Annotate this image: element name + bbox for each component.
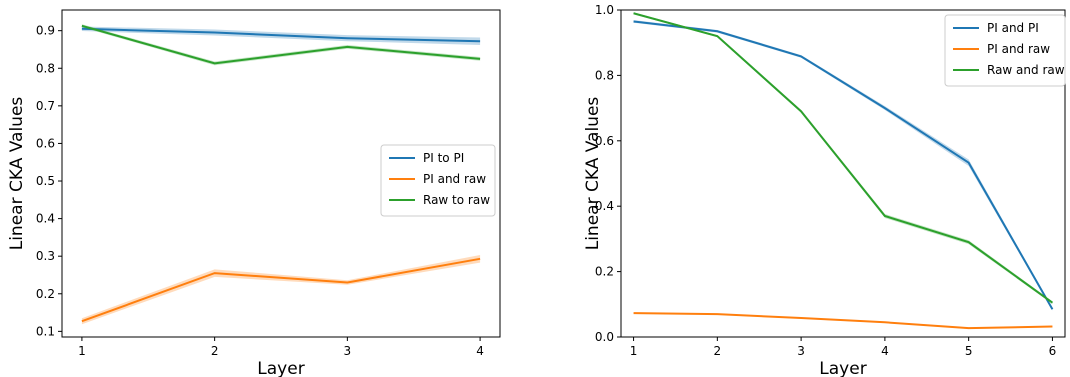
chart0-xtick-label: 1 — [78, 344, 86, 358]
chart0-xtick-label: 4 — [476, 344, 484, 358]
chart0-ytick-label: 0.7 — [36, 99, 55, 113]
chart1-legend-label-raw-and-raw: Raw and raw — [987, 63, 1065, 77]
chart1-ytick-label: 1.0 — [595, 3, 614, 17]
chart1-xtick-label: 4 — [881, 344, 889, 358]
chart1-ytick-label: 0.0 — [595, 330, 614, 344]
chart0-ytick-label: 0.8 — [36, 61, 55, 75]
chart0-xtick-label: 3 — [344, 344, 352, 358]
chart0-ytick-label: 0.6 — [36, 136, 55, 150]
chart1-xtick-label: 3 — [797, 344, 805, 358]
chart1-ytick-label: 0.4 — [595, 199, 614, 213]
chart1-xtick-label: 1 — [630, 344, 638, 358]
chart1-xtick-label: 5 — [965, 344, 973, 358]
chart0-line-pi-and-raw — [81, 257, 481, 323]
chart-left: 0.1 0.2 0.3 0.4 0.5 0.6 0.7 0.8 0.9 1 2 3 4 Layer Line… — [0, 0, 520, 377]
chart0-xtick-label: 2 — [211, 344, 219, 358]
chart1-ytick-label: 0.8 — [595, 68, 614, 82]
chart-right: 0.0 0.2 0.4 0.6 0.8 1.0 1 2 3 4 5 6 Layer Linear CKA … — [535, 0, 1070, 377]
chart0-legend-label-pi-to-pi: PI to PI — [423, 151, 464, 165]
chart1-ylabel: Linear CKA Values — [583, 97, 603, 251]
chart0-ytick-label: 0.1 — [36, 324, 55, 338]
chart0-axes-frame — [61, 9, 501, 338]
chart0-ytick-label: 0.9 — [36, 24, 55, 38]
chart0-band-pi-and-raw — [81, 255, 481, 325]
chart1-band-pi-and-pi — [633, 20, 1053, 311]
chart1-ytick-label: 0.6 — [595, 134, 614, 148]
chart1-axes-frame — [620, 9, 1066, 338]
chart0-ytick-label: 0.4 — [36, 212, 55, 226]
chart0-line-raw-to-raw — [81, 24, 481, 65]
chart1-ytick-label: 0.2 — [595, 265, 614, 279]
chart0-line-pi-to-pi — [81, 27, 481, 43]
chart1-line-pi-and-pi — [633, 20, 1054, 310]
chart0-legend-box — [380, 144, 496, 217]
chart0-ytick-label: 0.3 — [36, 249, 55, 263]
chart-left-svg: 0.1 0.2 0.3 0.4 0.5 0.6 0.7 0.8 0.9 1 2 3 4 Layer Line… — [7, 9, 501, 377]
chart-right-svg: 0.0 0.2 0.4 0.6 0.8 1.0 1 2 3 4 5 6 Layer Linear CKA … — [583, 3, 1066, 377]
chart1-legend-box — [944, 14, 1066, 87]
chart1-line-raw-and-raw — [633, 12, 1054, 304]
chart0-ytick-label: 0.2 — [36, 287, 55, 301]
chart0-ylabel: Linear CKA Values — [7, 97, 27, 251]
chart0-ytick-label: 0.5 — [36, 174, 55, 188]
chart0-legend-label-pi-and-raw: PI and raw — [423, 172, 486, 186]
chart1-xtick-label: 6 — [1049, 344, 1057, 358]
chart1-xtick-label: 2 — [714, 344, 722, 358]
chart1-legend-label-pi-and-pi: PI and PI — [987, 21, 1039, 35]
chart1-xlabel: Layer — [819, 359, 866, 377]
chart1-line-pi-and-raw — [633, 312, 1053, 330]
chart0-legend-label-raw-to-raw: Raw to raw — [423, 193, 490, 207]
chart1-legend-label-pi-and-raw: PI and raw — [987, 42, 1050, 56]
chart0-xlabel: Layer — [257, 359, 304, 377]
